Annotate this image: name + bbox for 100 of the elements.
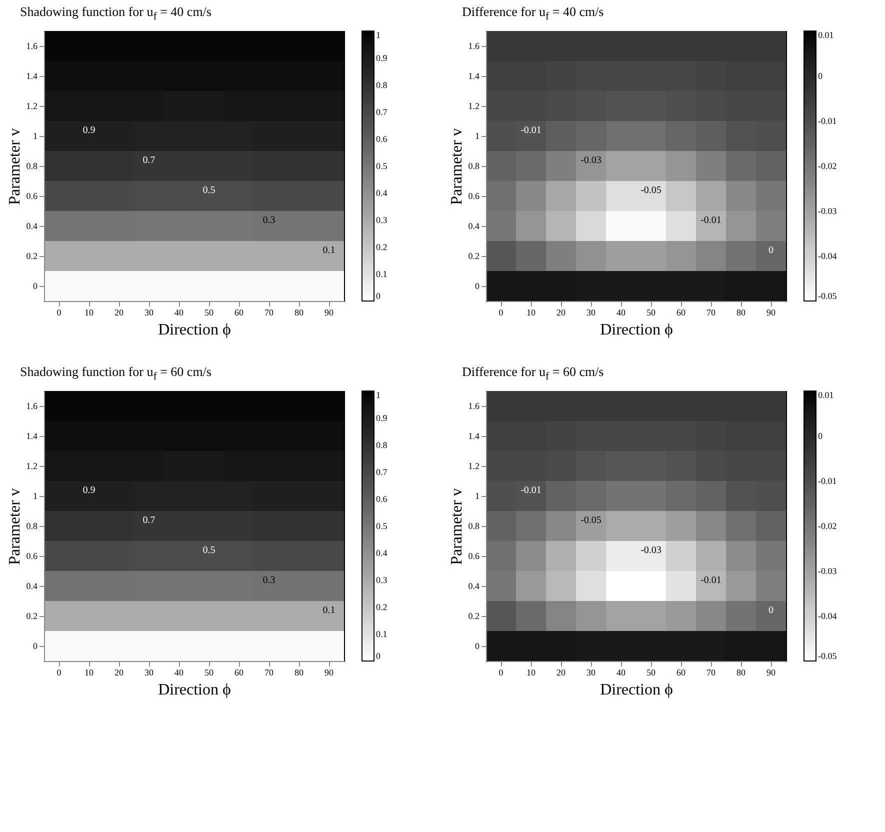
x-tick-label: 50 bbox=[204, 668, 214, 678]
y-tick-label: 1.2 bbox=[468, 101, 480, 111]
x-tick-label: 60 bbox=[676, 308, 686, 318]
x-tick-label: 60 bbox=[676, 668, 686, 678]
y-tick-label: 1.2 bbox=[468, 461, 480, 471]
color-bar-label: 0.1 bbox=[376, 629, 388, 639]
y-tick-label: 1.4 bbox=[26, 71, 38, 81]
x-tick-label: 70 bbox=[706, 668, 716, 678]
x-tick-label: 60 bbox=[234, 308, 244, 318]
annotation: 0 bbox=[768, 605, 774, 616]
color-bar-label: -0.03 bbox=[818, 566, 838, 576]
y-tick-label: 1.2 bbox=[26, 101, 38, 111]
y-tick-label: 1.6 bbox=[26, 401, 38, 411]
x-tick-label: 80 bbox=[294, 668, 304, 678]
annotation: -0.05 bbox=[580, 515, 602, 526]
y-tick-label: 1.6 bbox=[26, 41, 38, 51]
y-tick-label: 0 bbox=[33, 281, 38, 291]
y-tick-label: 1 bbox=[33, 131, 38, 141]
x-tick-label: 0 bbox=[498, 668, 504, 678]
x-tick-label: 90 bbox=[324, 668, 334, 678]
y-axis-title: Parameter v bbox=[448, 488, 466, 565]
x-tick-label: 90 bbox=[766, 668, 776, 678]
color-bar-label: -0.05 bbox=[818, 291, 838, 301]
color-bar-label: 0.01 bbox=[818, 390, 834, 400]
y-tick-label: 0.2 bbox=[468, 251, 480, 261]
y-tick-label: 1.4 bbox=[26, 431, 38, 441]
color-bar-label: 0.8 bbox=[376, 440, 388, 450]
y-tick-label: 1 bbox=[475, 131, 480, 141]
x-tick-label: 30 bbox=[144, 308, 154, 318]
color-bar-label: 0.4 bbox=[376, 188, 388, 198]
annotation: 0.7 bbox=[142, 515, 156, 526]
color-bar-label: 0.2 bbox=[376, 602, 388, 612]
x-tick-label: 10 bbox=[526, 308, 536, 318]
color-bar-label: 0.3 bbox=[376, 575, 388, 585]
annotation: 0.3 bbox=[262, 575, 276, 586]
y-tick-label: 0.6 bbox=[468, 191, 480, 201]
y-tick-label: 0.4 bbox=[26, 581, 38, 591]
color-bar-label: 0.1 bbox=[376, 269, 388, 279]
color-bar-label: 0.01 bbox=[818, 30, 834, 40]
annotation: 0.5 bbox=[202, 185, 216, 196]
annotation: -0.03 bbox=[640, 545, 662, 556]
color-bar-label: 0 bbox=[818, 71, 823, 81]
color-bar-label: 0 bbox=[376, 291, 381, 301]
x-tick-label: 50 bbox=[646, 308, 656, 318]
y-tick-label: 0.8 bbox=[26, 521, 38, 531]
x-tick-label: 20 bbox=[556, 668, 566, 678]
y-tick-label: 1.4 bbox=[468, 71, 480, 81]
x-axis-title: Direction ϕ bbox=[600, 682, 673, 698]
annotation: 0.5 bbox=[202, 545, 216, 556]
color-bar-label: 0.7 bbox=[376, 107, 388, 117]
color-bar-label: 0.2 bbox=[376, 242, 388, 252]
x-tick-label: 0 bbox=[56, 668, 62, 678]
color-bar-label: 0.6 bbox=[376, 494, 388, 504]
chart-title: Shadowing function for u$_{f}$ = 60 cm/s bbox=[19, 364, 212, 385]
x-tick-label: 40 bbox=[616, 308, 626, 318]
annotation: 0.7 bbox=[142, 155, 156, 166]
color-bar-label: 0.3 bbox=[376, 215, 388, 225]
annotation: 0.3 bbox=[262, 215, 276, 226]
x-tick-label: 50 bbox=[646, 668, 656, 678]
annotation: -0.01 bbox=[520, 125, 542, 136]
y-tick-label: 0.8 bbox=[468, 161, 480, 171]
y-tick-label: 0.6 bbox=[468, 551, 480, 561]
x-tick-label: 60 bbox=[234, 668, 244, 678]
color-bar-label: 0 bbox=[818, 431, 823, 441]
annotation: -0.01 bbox=[700, 215, 722, 226]
x-axis-title: Direction ϕ bbox=[158, 322, 231, 338]
y-axis-title: Parameter v bbox=[6, 488, 24, 565]
chart-title: Difference for u$_{f}$ = 40 cm/s bbox=[461, 4, 605, 25]
color-bar-label: -0.05 bbox=[818, 651, 838, 661]
annotation: -0.01 bbox=[700, 575, 722, 586]
x-tick-label: 20 bbox=[114, 308, 124, 318]
y-tick-label: 0 bbox=[33, 641, 38, 651]
x-tick-label: 80 bbox=[294, 308, 304, 318]
color-bar-label: -0.01 bbox=[818, 476, 837, 486]
x-tick-label: 70 bbox=[264, 308, 274, 318]
x-tick-label: 50 bbox=[204, 308, 214, 318]
color-bar-label: -0.02 bbox=[818, 521, 837, 531]
annotation: 0.9 bbox=[82, 125, 96, 136]
y-tick-label: 1.2 bbox=[26, 461, 38, 471]
chart-title: Difference for u$_{f}$ = 60 cm/s bbox=[461, 364, 605, 385]
annotation: 0 bbox=[768, 245, 774, 256]
y-tick-label: 1.4 bbox=[468, 431, 480, 441]
x-tick-label: 90 bbox=[766, 308, 776, 318]
annotation: 0.1 bbox=[322, 245, 336, 256]
x-tick-label: 0 bbox=[498, 308, 504, 318]
color-bar-label: -0.02 bbox=[818, 161, 837, 171]
x-tick-label: 10 bbox=[84, 308, 94, 318]
x-tick-label: 30 bbox=[586, 668, 596, 678]
annotation: 0.9 bbox=[82, 485, 96, 496]
color-bar-label: 0.9 bbox=[376, 413, 388, 423]
color-bar-label: 0.8 bbox=[376, 80, 388, 90]
annotation: -0.03 bbox=[580, 155, 602, 166]
color-bar-label: 0.6 bbox=[376, 134, 388, 144]
x-axis-title: Direction ϕ bbox=[158, 682, 231, 698]
x-tick-label: 10 bbox=[84, 668, 94, 678]
chart-title: Shadowing function for u$_{f}$ = 40 cm/s bbox=[19, 4, 212, 25]
x-tick-label: 30 bbox=[144, 668, 154, 678]
x-tick-label: 40 bbox=[174, 668, 184, 678]
x-tick-label: 90 bbox=[324, 308, 334, 318]
y-tick-label: 0.2 bbox=[26, 611, 38, 621]
